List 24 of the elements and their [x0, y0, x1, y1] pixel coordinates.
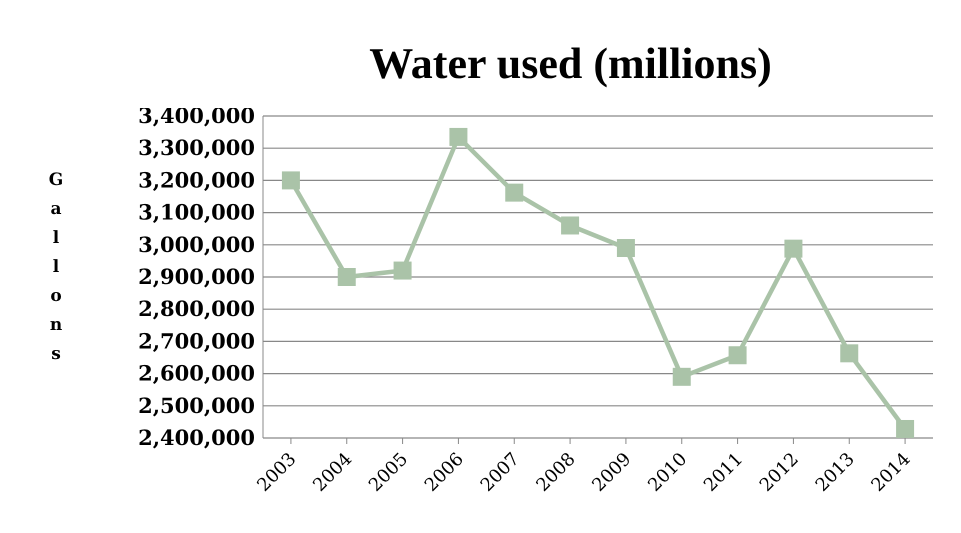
point: [840, 344, 858, 362]
point: [449, 128, 468, 146]
point: [672, 368, 691, 386]
y-tick-label: 2,600,000: [138, 360, 255, 386]
chart-title: Water used (millions): [368, 38, 773, 89]
point: [338, 268, 356, 286]
y-tick-label: 2,800,000: [138, 296, 255, 322]
y-tick-label: 2,700,000: [138, 328, 255, 354]
y-tick-label: 2,900,000: [138, 264, 255, 289]
point: [561, 216, 580, 234]
point: [505, 184, 524, 202]
y-tick-label: 3,100,000: [138, 200, 255, 225]
point: [282, 171, 300, 190]
y-tick-label: 3,000,000: [138, 232, 255, 257]
y-tick-label: 2,500,000: [138, 392, 255, 418]
point: [728, 346, 747, 364]
y-tick-label: 2,400,000: [138, 425, 255, 450]
y-tick-label: 3,200,000: [138, 167, 255, 192]
point: [616, 239, 635, 258]
point: [896, 420, 914, 438]
point: [394, 262, 412, 280]
point: [784, 240, 802, 258]
y-axis-title: Gallons: [48, 169, 64, 366]
y-tick-label: 3,300,000: [138, 135, 255, 160]
